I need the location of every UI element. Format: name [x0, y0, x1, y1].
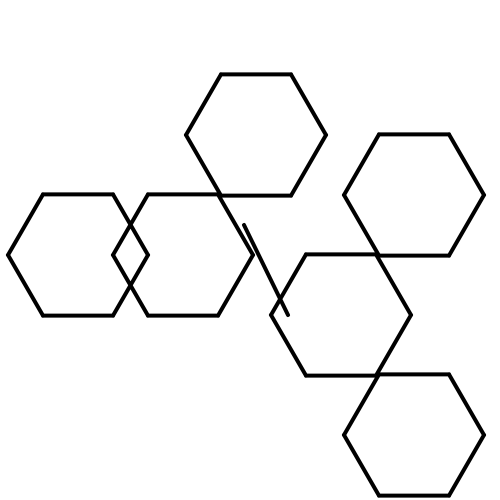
bond-edge	[218, 194, 253, 255]
bond-edge	[8, 255, 43, 316]
bond-edge	[271, 254, 306, 315]
bond-edge	[449, 435, 484, 496]
bond-edge	[271, 315, 306, 376]
bond-edge	[244, 225, 288, 315]
bond-edge	[218, 255, 253, 316]
bond-edge	[8, 194, 43, 255]
bond-edge	[344, 134, 379, 195]
bond-edge	[449, 374, 484, 435]
bond-edge	[291, 74, 326, 135]
bond-edge	[344, 374, 379, 435]
bond-edge	[186, 135, 221, 196]
bond-edge	[449, 195, 484, 256]
bond-edge	[449, 134, 484, 195]
bond-edge	[291, 135, 326, 196]
bond-edge	[344, 435, 379, 496]
bond-edge	[376, 315, 411, 376]
bond-edge	[344, 195, 379, 256]
bond-edge	[186, 74, 221, 135]
molecule-diagram	[0, 0, 500, 500]
bond-edge	[376, 254, 411, 315]
